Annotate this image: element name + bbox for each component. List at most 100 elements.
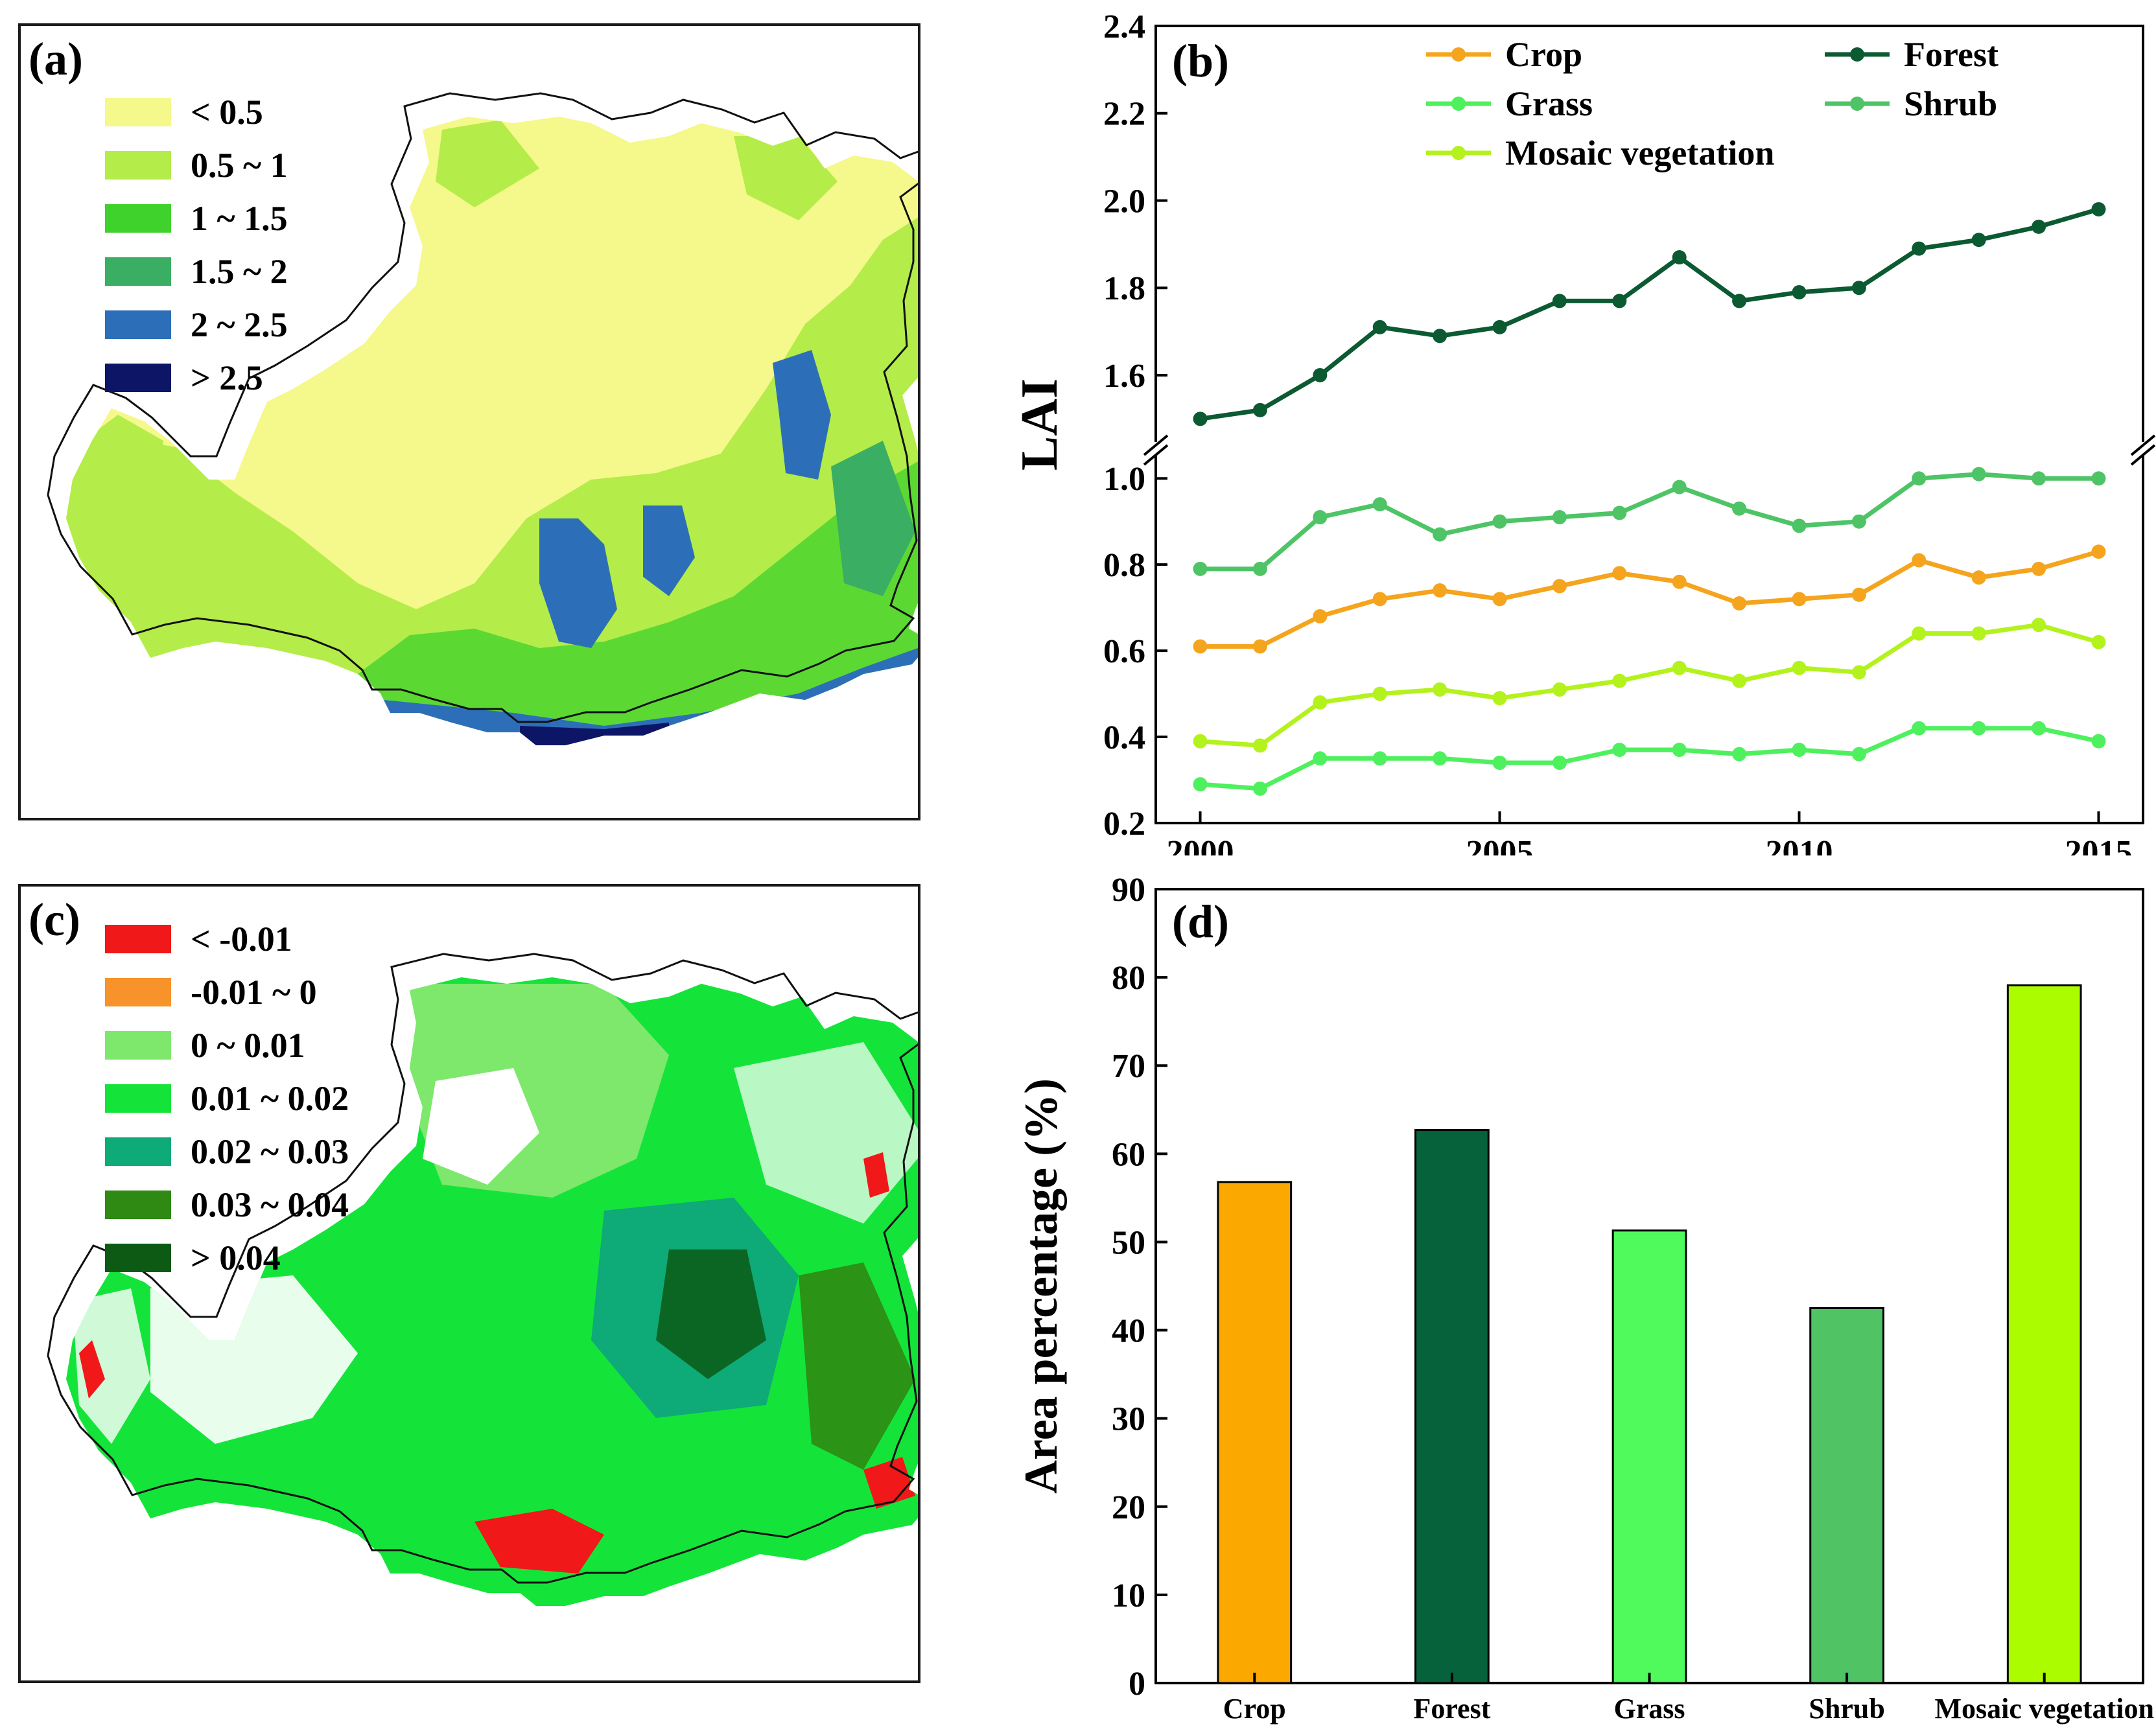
data-point: [1912, 721, 1927, 736]
legend-label: 0.03 ~ 0.04: [191, 1185, 349, 1224]
legend-swatch: [105, 1244, 171, 1272]
y-tick-label: 70: [1112, 1048, 1145, 1085]
legend-label: 0.5 ~ 1: [191, 146, 288, 185]
data-point: [1971, 233, 1986, 248]
data-point: [1672, 250, 1687, 265]
data-point: [1612, 294, 1627, 308]
y-tick-label: 0: [1129, 1666, 1145, 1702]
y-tick-label: 2.0: [1103, 183, 1145, 220]
legend-marker: [1451, 47, 1466, 62]
legend-label: 2 ~ 2.5: [191, 305, 288, 344]
data-point: [1971, 467, 1986, 482]
legend-swatch: [105, 978, 171, 1006]
panel-a-label: (a): [29, 33, 83, 85]
data-point: [1492, 514, 1507, 529]
data-point: [1252, 738, 1267, 753]
data-point: [1372, 319, 1387, 334]
data-point: [1433, 751, 1447, 766]
data-point: [1193, 561, 1208, 576]
data-point: [1792, 518, 1807, 533]
legend-swatch: [105, 204, 171, 233]
data-point: [1971, 626, 1986, 641]
legend-label: > 2.5: [191, 358, 263, 397]
data-point: [1912, 553, 1927, 568]
data-point: [2091, 544, 2106, 559]
data-point: [1313, 367, 1328, 382]
x-tick-label: Mosaic vegetation: [1934, 1693, 2153, 1725]
data-point: [1732, 747, 1747, 761]
y-tick-label: 80: [1112, 960, 1145, 997]
data-point: [1492, 592, 1507, 607]
legend-item: -0.01 ~ 0: [105, 966, 349, 1019]
legend-swatch: [105, 364, 171, 392]
legend-label: Grass: [1505, 84, 1593, 123]
axis-break-mark-right: [2130, 444, 2156, 466]
legend-item: > 2.5: [105, 351, 288, 404]
data-point: [1552, 294, 1567, 308]
legend-marker: [1451, 97, 1466, 111]
data-point: [1971, 570, 1986, 585]
data-point: [1552, 755, 1567, 770]
y-tick-label: 60: [1112, 1136, 1145, 1173]
y-tick-label: 1.8: [1103, 270, 1145, 307]
data-point: [1372, 592, 1387, 607]
data-point: [1492, 691, 1507, 706]
data-point: [1433, 329, 1447, 343]
data-point: [1672, 743, 1687, 757]
data-point: [2032, 561, 2046, 576]
legend-item: 1.5 ~ 2: [105, 245, 288, 298]
data-point: [1372, 497, 1387, 512]
lai-line-chart: 1.6 1.8 2.0 2.2 2.4 0.2 0.4 0.6 0.8 1.0 2000 2005 20…: [1011, 8, 2156, 855]
data-point: [1433, 583, 1447, 598]
legend-marker: [1850, 97, 1864, 111]
legend-label: -0.01 ~ 0: [191, 973, 317, 1012]
legend-swatch: [105, 1084, 171, 1113]
legend-label: < -0.01: [191, 920, 292, 958]
lai-map-panel: (a) < 0.5 0.5 ~ 1 1 ~ 1.5 1.5 ~ 2 2 ~ 2.…: [18, 23, 920, 820]
data-point: [1252, 402, 1267, 417]
data-point: [1252, 781, 1267, 796]
bar: [1809, 1307, 1884, 1684]
data-point: [1672, 480, 1687, 494]
y-tick-label: 2.4: [1103, 8, 1145, 45]
y-tick-label: 90: [1112, 872, 1145, 909]
series-line: [1200, 726, 2100, 791]
y-tick-label: 2.2: [1103, 96, 1145, 133]
data-point: [1433, 527, 1447, 542]
y-tick-label: 10: [1112, 1577, 1145, 1614]
data-point: [1612, 566, 1627, 581]
axis-break-gap: [1151, 442, 2148, 456]
data-point: [1492, 319, 1507, 334]
data-point: [1193, 734, 1208, 749]
data-point: [1732, 596, 1747, 610]
legend-label: Shrub: [1904, 84, 1997, 123]
data-point: [1612, 743, 1627, 757]
x-tick-label: Crop: [1223, 1693, 1286, 1725]
area-percentage-bar-chart: 0 10 20 30 40 50 60 70 80 90 Area percentage (%) (d…: [1015, 872, 2154, 1725]
data-point: [1971, 721, 1986, 736]
lai-trend-map-panel: (c) < -0.01 -0.01 ~ 0 0 ~ 0.01 0.01 ~ 0.…: [18, 884, 920, 1683]
y-axis-label: LAI: [1011, 378, 1068, 471]
data-point: [1851, 281, 1866, 296]
legend-swatch: [105, 1191, 171, 1219]
data-point: [1672, 574, 1687, 589]
data-point: [1792, 285, 1807, 299]
plot-frame: [1154, 25, 2144, 824]
y-tick-label: 50: [1112, 1224, 1145, 1261]
data-point: [1313, 609, 1328, 623]
axis-break-mark-right: [2130, 434, 2156, 456]
data-point: [1552, 682, 1567, 697]
y-axis-label: Area percentage (%): [1015, 1078, 1067, 1494]
legend-label: 1 ~ 1.5: [191, 199, 288, 238]
data-point: [1372, 751, 1387, 766]
legend-item: > 0.04: [105, 1231, 349, 1284]
legend-swatch: [105, 98, 171, 126]
data-point: [1552, 510, 1567, 525]
data-point: [1732, 501, 1747, 516]
data-point: [1792, 592, 1807, 607]
legend-item: < -0.01: [105, 912, 349, 966]
data-point: [1912, 241, 1927, 256]
data-point: [1792, 660, 1807, 675]
y-tick-label: 1.0: [1103, 461, 1145, 498]
data-point: [1372, 686, 1387, 701]
